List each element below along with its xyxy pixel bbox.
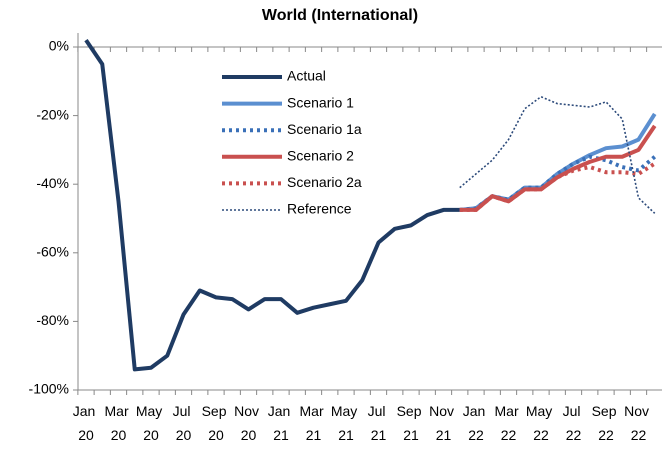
legend-label: Scenario 1 (287, 94, 354, 110)
x-tick-label: May 21 (331, 403, 361, 443)
series-line (459, 154, 657, 212)
x-tick-label: Jan 21 (268, 403, 294, 443)
x-tick-label: Sep 22 (592, 403, 621, 443)
series-line (459, 161, 656, 212)
x-tick-label: May 22 (526, 403, 556, 443)
x-tick-label: Jan 22 (463, 403, 489, 443)
y-tick-label: -60% (36, 244, 69, 260)
y-tick-label: -100% (29, 381, 69, 397)
legend-label: Reference (287, 201, 352, 217)
legend-label: Scenario 2 (287, 148, 354, 164)
series-line (84, 39, 460, 372)
y-tick-label: -20% (36, 106, 69, 122)
x-tick-label: Nov 21 (429, 403, 458, 443)
x-tick-label: May 20 (136, 403, 166, 443)
x-tick-label: Nov 20 (234, 403, 263, 443)
x-tick-label: Jul 22 (563, 403, 585, 443)
series-line (459, 124, 657, 212)
x-tick-label: Nov 22 (624, 403, 653, 443)
legend-label: Actual (287, 68, 326, 84)
x-tick-label: Mar 21 (300, 403, 328, 443)
x-tick-label: Mar 22 (495, 403, 523, 443)
x-tick-label: Jul 20 (173, 403, 195, 443)
x-tick-label: Sep 20 (202, 403, 231, 443)
x-tick-label: Jan 20 (73, 403, 99, 443)
x-tick-label: Mar 20 (105, 403, 133, 443)
y-tick-label: -40% (36, 175, 69, 191)
y-tick-label: -80% (36, 312, 69, 328)
series-line (459, 112, 657, 212)
series-line (459, 95, 656, 214)
legend-label: Scenario 2a (287, 174, 362, 190)
legend-label: Scenario 1a (287, 121, 362, 137)
x-tick-label: Jul 21 (368, 403, 390, 443)
chart-title: World (International) (262, 7, 418, 24)
x-tick-label: Sep 21 (397, 403, 426, 443)
y-tick-label: 0% (49, 38, 69, 54)
